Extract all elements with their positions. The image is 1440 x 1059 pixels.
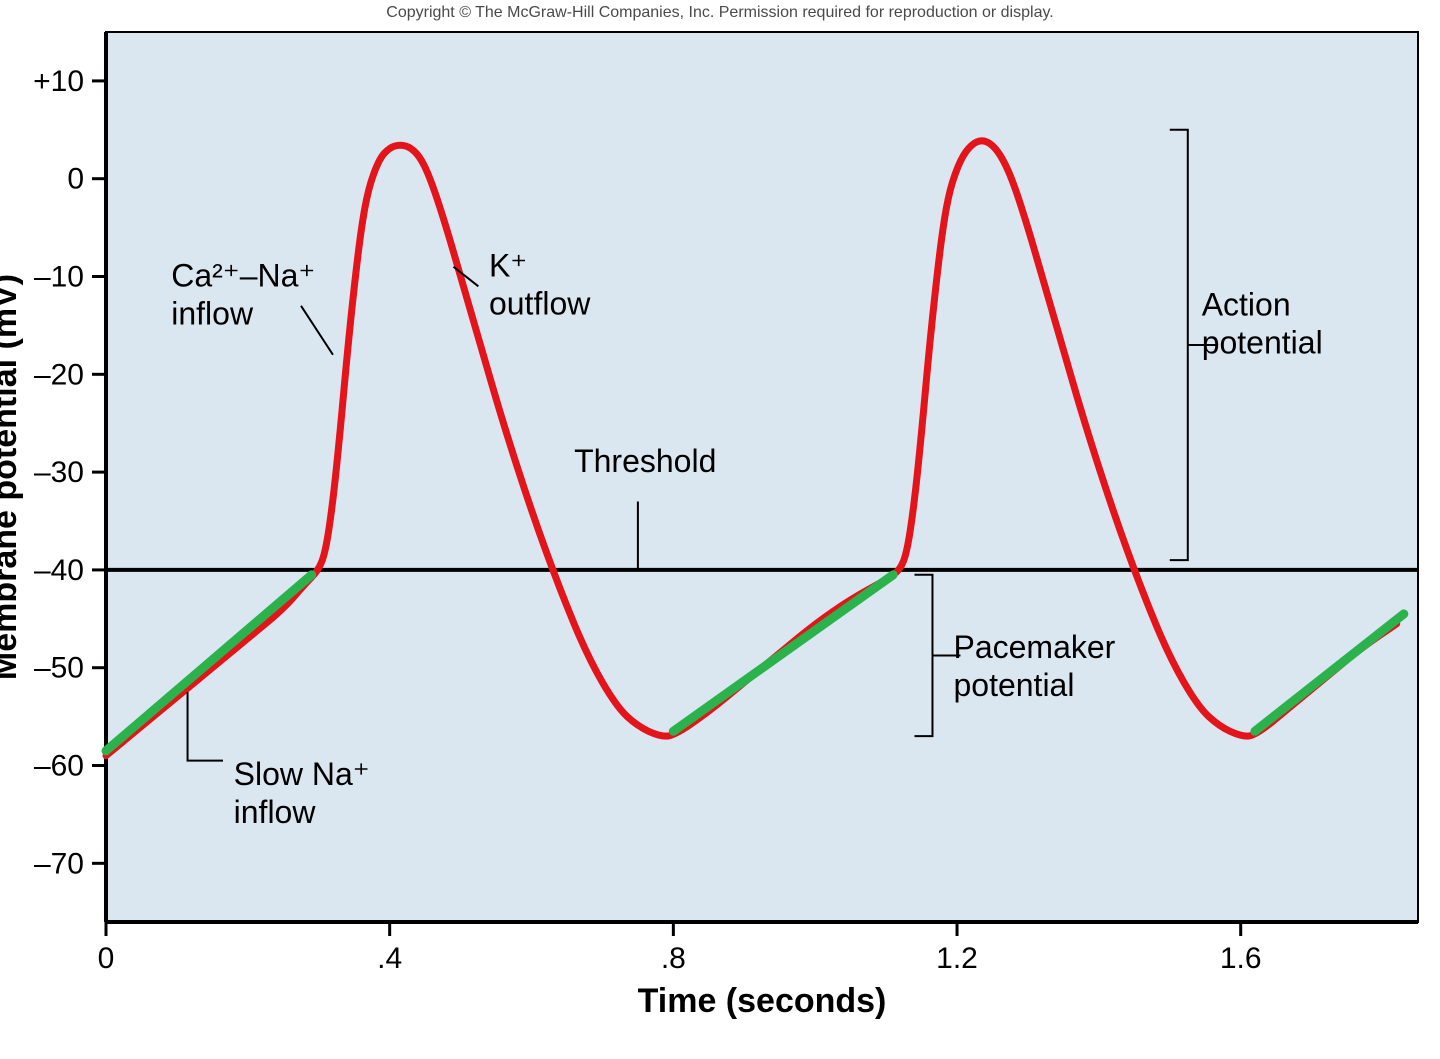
y-axis-title: Membrane potential (mV) <box>0 274 24 680</box>
y-tick-label: +10 <box>33 65 84 98</box>
y-tick-label: –60 <box>34 750 84 783</box>
annotation-k-outflow: K⁺ <box>489 248 527 284</box>
x-tick-label: .8 <box>661 942 686 975</box>
annotation-pacemaker-potential: potential <box>953 667 1074 703</box>
x-tick-label: 1.6 <box>1220 942 1262 975</box>
x-tick-label: 1.2 <box>936 942 978 975</box>
annotation-threshold: Threshold <box>574 443 716 479</box>
annotation-ca-na-inflow: inflow <box>171 295 254 331</box>
y-tick-label: 0 <box>67 163 84 196</box>
annotation-pacemaker-potential: Pacemaker <box>953 629 1115 665</box>
annotation-action-potential: Action <box>1202 287 1291 323</box>
annotation-action-potential: potential <box>1202 325 1323 361</box>
y-tick-label: –10 <box>34 261 84 294</box>
annotation-slow-na-inflow: Slow Na⁺ <box>234 756 370 792</box>
annotation-slow-na-inflow: inflow <box>234 794 317 830</box>
x-tick-label: 0 <box>98 942 115 975</box>
annotation-k-outflow: outflow <box>489 286 591 322</box>
y-tick-label: –40 <box>34 554 84 587</box>
pacemaker-potential-chart: +10 0 –10 –20 –30 –40 –50 –60 –70 Membrane potent… <box>0 0 1440 1059</box>
y-tick-label: –30 <box>34 456 84 489</box>
x-tick-label: .4 <box>377 942 402 975</box>
annotation-ca-na-inflow: Ca²⁺–Na⁺ <box>171 257 315 293</box>
y-tick-label: –20 <box>34 358 84 391</box>
y-tick-label: –70 <box>34 847 84 880</box>
x-axis-title: Time (seconds) <box>638 982 887 1020</box>
y-tick-label: –50 <box>34 652 84 685</box>
